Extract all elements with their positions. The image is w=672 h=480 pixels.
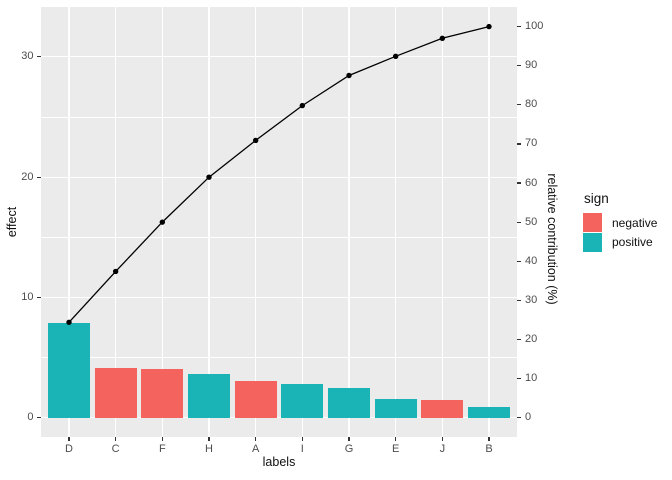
y-right-tick-label: 0 (525, 411, 532, 424)
vertical-gridline (255, 7, 257, 437)
bar-A (234, 381, 277, 418)
bar-B (468, 407, 510, 418)
major-gridline (41, 296, 517, 298)
x-tick-label: C (111, 442, 120, 455)
legend-label: positive (612, 235, 653, 250)
x-tick (395, 437, 397, 441)
y-right-tick-label: 100 (525, 20, 544, 33)
y-right-tick (517, 417, 521, 419)
x-tick-label: D (65, 442, 73, 455)
bar-E (374, 399, 417, 418)
y-right-tick-label: 40 (525, 254, 538, 267)
vertical-gridline (348, 7, 350, 437)
y-right-tick (517, 26, 521, 28)
left-axis-title: effect (5, 206, 19, 238)
legend-title: sign (584, 191, 609, 206)
y-right-tick-label: 60 (525, 176, 538, 189)
x-tick-label: A (251, 442, 260, 455)
y-right-tick-label: 70 (525, 137, 538, 150)
x-tick (348, 437, 350, 441)
y-right-tick (517, 65, 521, 67)
bar-I (281, 384, 324, 418)
vertical-gridline (301, 7, 303, 437)
y-left-tick (37, 296, 41, 298)
y-left-tick (37, 176, 41, 178)
y-right-tick-label: 50 (525, 215, 538, 228)
y-left-tick-label: 20 (21, 170, 34, 183)
x-tick (161, 437, 163, 441)
x-tick-label: E (391, 442, 400, 455)
y-right-tick-label: 10 (525, 372, 538, 385)
x-tick (488, 437, 490, 441)
x-tick (301, 437, 303, 441)
y-right-tick (517, 260, 521, 262)
y-right-tick-label: 90 (525, 59, 538, 72)
legend: sign negative positive (583, 191, 657, 252)
x-tick (441, 437, 443, 441)
legend-swatch-positive (583, 232, 602, 252)
x-tick (68, 437, 70, 441)
x-tick-label: I (300, 442, 304, 455)
bar-D (48, 322, 90, 418)
major-gridline (41, 417, 517, 419)
x-tick-label: H (205, 442, 213, 455)
legend-items: negative positive (583, 213, 657, 252)
y-right-tick (517, 377, 521, 380)
vertical-gridline (395, 7, 397, 437)
x-tick-label: B (485, 442, 493, 455)
x-axis-title: labels (262, 455, 296, 469)
minor-gridline (41, 116, 517, 118)
y-right-tick-label: 30 (525, 293, 538, 306)
legend-label: negative (612, 215, 658, 230)
bar-C (94, 368, 137, 418)
y-left-tick (37, 56, 41, 58)
minor-gridline (41, 236, 517, 238)
x-tick (255, 437, 257, 441)
y-left-tick-label: 10 (21, 290, 34, 303)
x-tick (115, 437, 117, 441)
y-left-tick-label: 0 (27, 411, 34, 424)
legend-item-negative: negative (583, 213, 657, 233)
right-axis-title: relative contribution (%) (545, 173, 559, 305)
cumulative-line (68, 25, 490, 323)
bar-F (141, 368, 184, 418)
x-tick-label: F (158, 442, 166, 455)
vertical-gridline (208, 7, 210, 437)
y-right-tick (517, 338, 521, 341)
y-right-tick (517, 104, 521, 106)
y-right-tick (517, 182, 521, 184)
y-right-tick (517, 143, 521, 145)
x-tick-label: G (344, 442, 354, 455)
legend-item-positive: positive (583, 232, 657, 253)
vertical-gridline (441, 7, 443, 437)
minor-gridline (41, 357, 517, 358)
plot-panel (41, 7, 517, 437)
bar-G (328, 388, 370, 418)
y-right-tick (517, 299, 521, 301)
x-tick-label: J (439, 442, 446, 455)
bar-J (421, 400, 464, 418)
y-right-tick-label: 20 (525, 332, 538, 345)
y-left-tick-label: 30 (21, 50, 34, 63)
y-left-tick (37, 417, 41, 419)
x-tick (208, 437, 210, 441)
major-gridline (41, 56, 517, 58)
bar-H (188, 373, 230, 418)
vertical-gridline (488, 7, 490, 437)
y-right-tick-label: 80 (525, 98, 538, 111)
legend-swatch-negative (583, 213, 602, 233)
major-gridline (41, 176, 517, 178)
y-right-tick (517, 221, 521, 223)
